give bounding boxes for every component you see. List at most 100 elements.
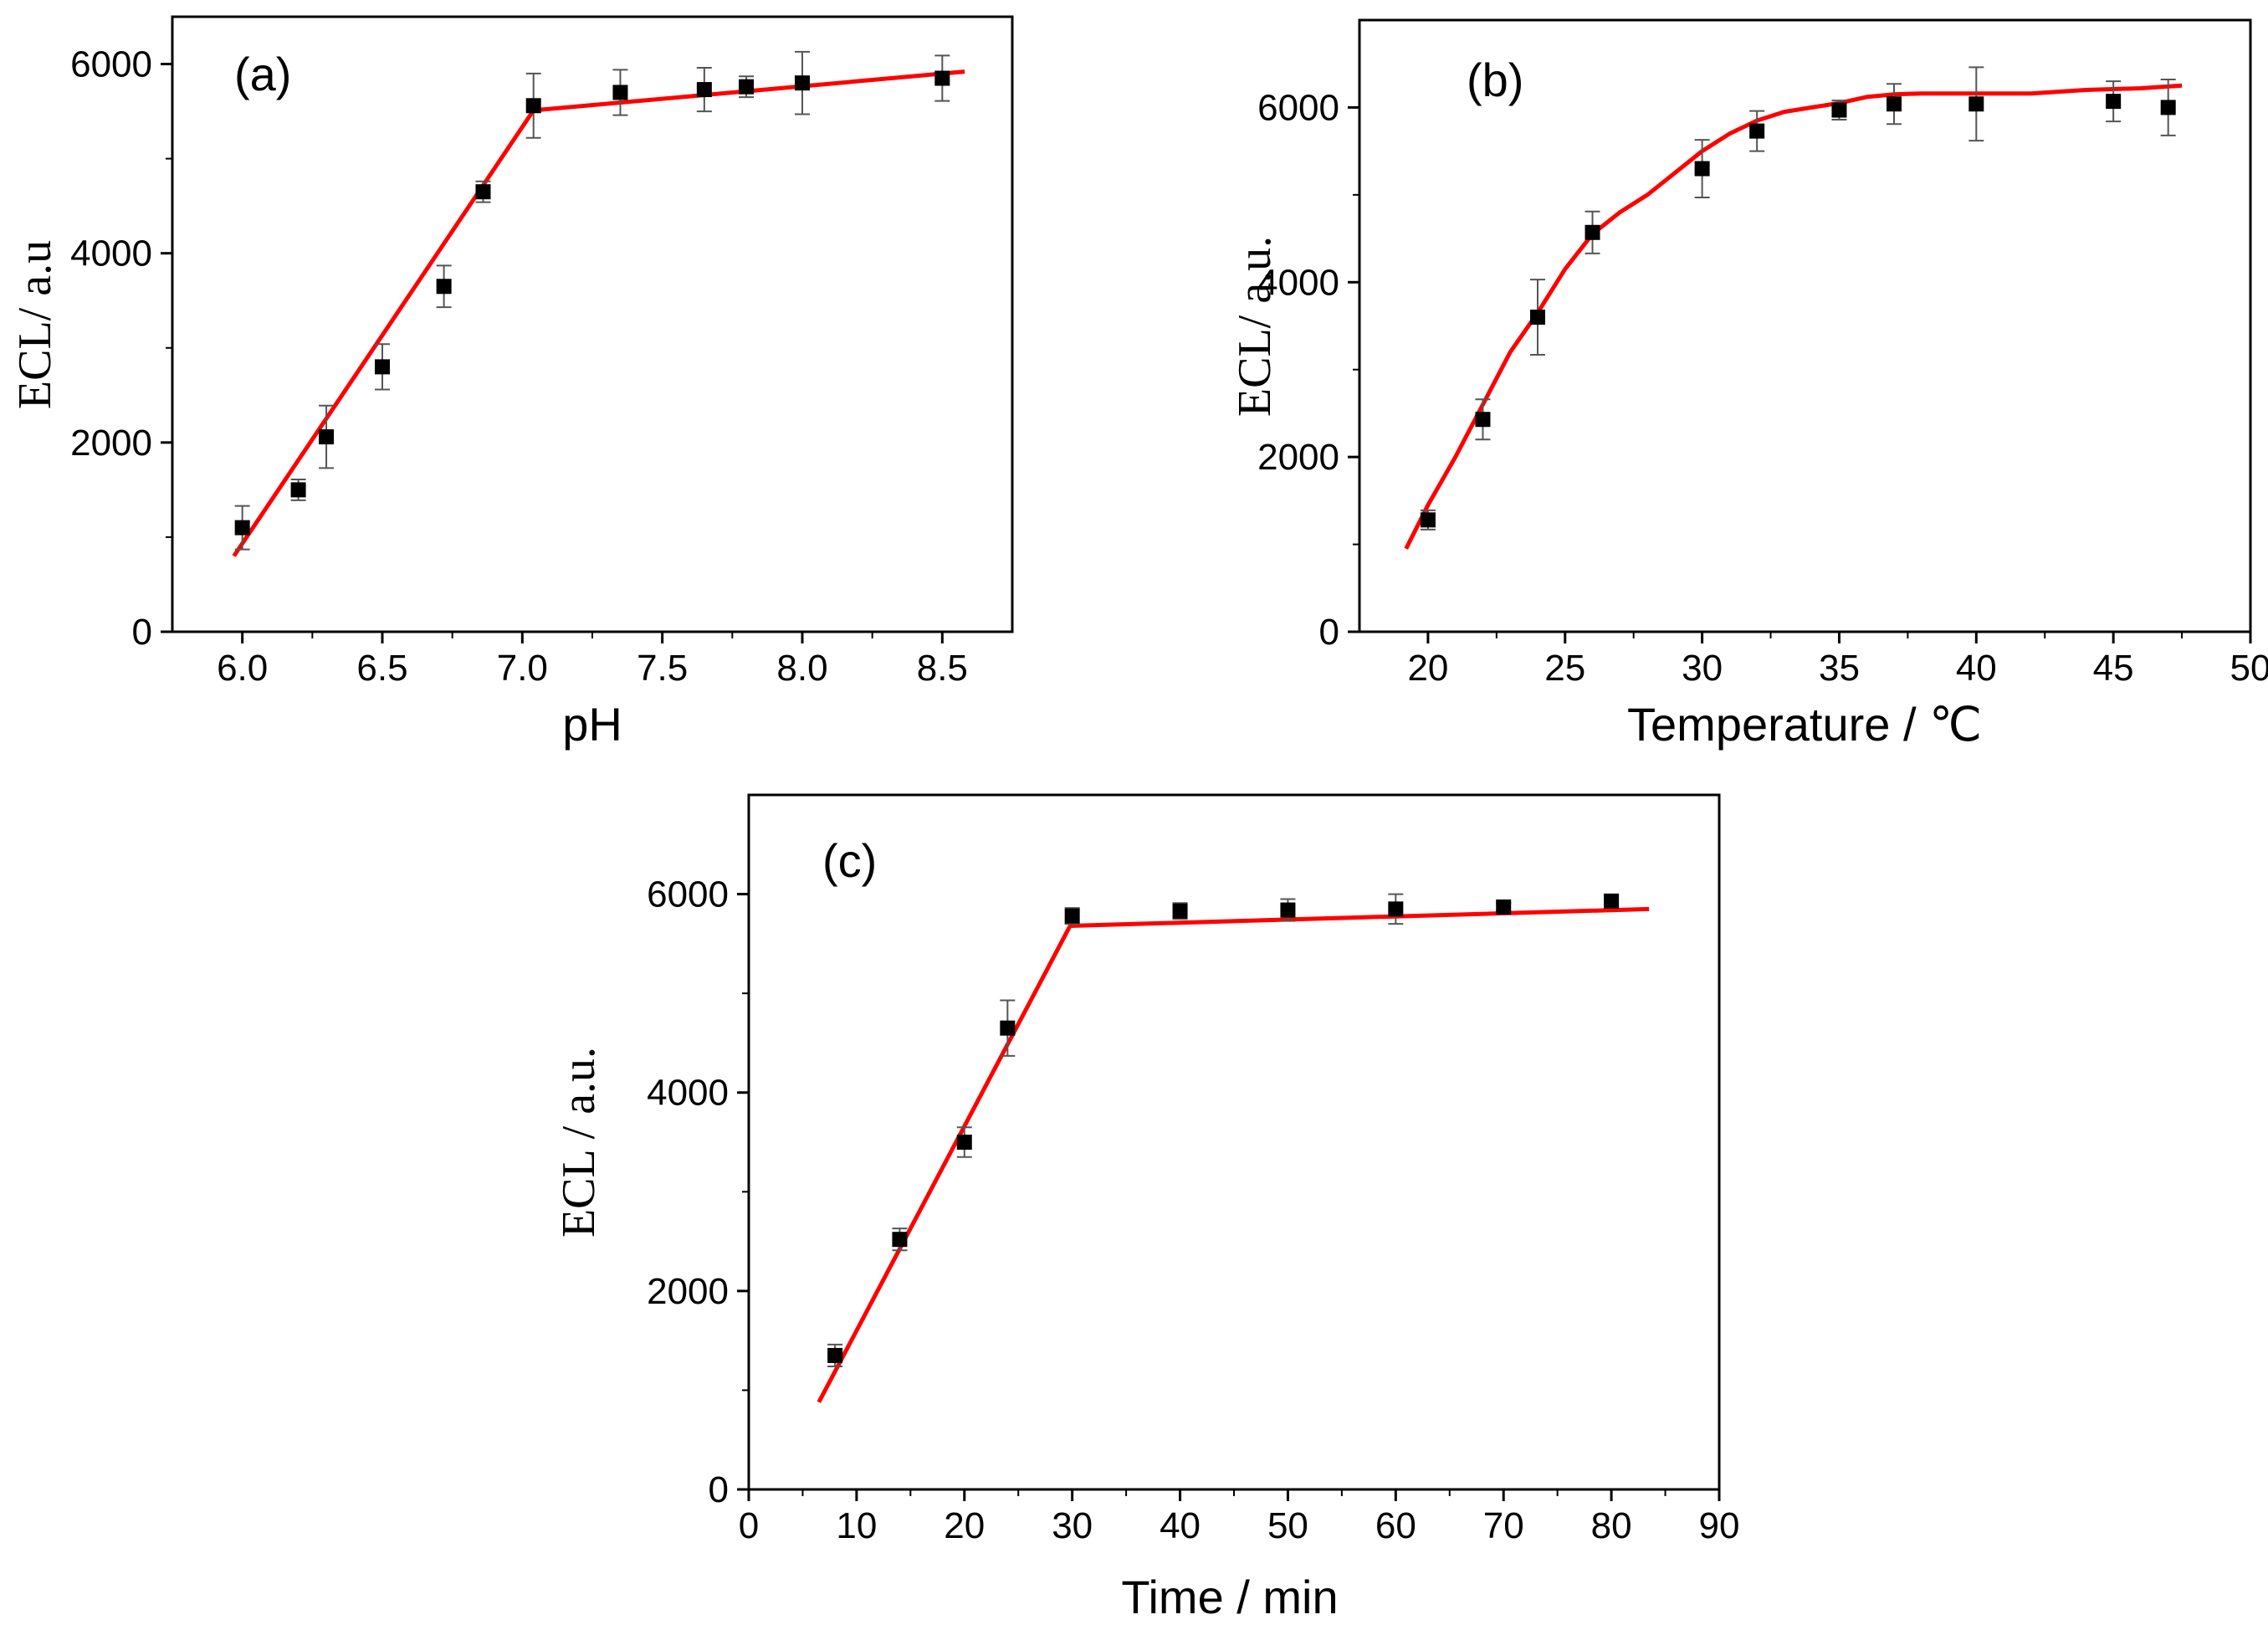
data-point: [525, 72, 541, 139]
point-marker: [1000, 1020, 1016, 1036]
y-tick-label: 0: [709, 1469, 729, 1510]
data-point: [1694, 139, 1710, 198]
data-point: [612, 69, 628, 116]
point-marker: [2160, 100, 2176, 115]
fit-line-c: [817, 906, 1650, 1403]
point-marker: [1749, 123, 1765, 139]
point-marker: [1496, 899, 1512, 915]
x-tick-label: 0: [739, 1505, 759, 1546]
point-marker: [1887, 96, 1902, 112]
panel-label-b: (b): [1467, 54, 1523, 106]
y-tick-label: 4000: [1257, 262, 1339, 303]
point-marker: [1530, 310, 1545, 325]
plot-frame-b: [1358, 18, 2252, 633]
x-axis-label-c: Time / min: [1121, 1571, 1338, 1623]
data-points-a: [234, 50, 950, 551]
data-points-c: [827, 893, 1620, 1367]
point-marker: [436, 279, 452, 295]
data-point: [696, 67, 712, 113]
fit-curve: [817, 906, 1650, 1403]
x-tick-label: 20: [1407, 648, 1448, 689]
data-point: [1749, 110, 1765, 152]
plot-frame-a: [171, 15, 1014, 633]
panel-label-a: (a): [234, 48, 291, 100]
data-point: [1420, 509, 1436, 531]
data-point: [290, 478, 306, 501]
y-axis-label-b: ECL/ a.u.: [1229, 236, 1281, 417]
y-tick-label: 0: [1319, 612, 1339, 653]
point-marker: [1604, 893, 1620, 909]
data-point: [1388, 893, 1404, 925]
y-tick-label: 6000: [647, 874, 729, 915]
x-tick-label: 60: [1375, 1505, 1416, 1546]
point-marker: [934, 70, 950, 86]
data-point: [934, 54, 950, 102]
point-marker: [827, 1347, 843, 1363]
point-marker: [290, 482, 306, 498]
y-tick-label: 0: [132, 612, 152, 653]
data-point: [1475, 398, 1491, 441]
point-marker: [475, 184, 491, 200]
x-axis-label-a: pH: [562, 698, 622, 751]
point-marker: [1172, 903, 1188, 919]
x-tick-label: 7.5: [637, 648, 688, 689]
fit-curve: [232, 69, 965, 557]
y-tick-label: 2000: [70, 423, 152, 464]
data-point: [892, 1228, 908, 1252]
axis-ticks-b: 20 25 30 35 40 45 50 0 2000 4000 6000: [1257, 87, 2268, 689]
chart-panel-b: 20 25 30 35 40 45 50 0 2000 4000 6000 (b) Temperat…: [1229, 18, 2268, 751]
x-tick-label: 10: [836, 1505, 877, 1546]
y-tick-label: 2000: [1257, 437, 1339, 478]
axis-ticks-c: 0 10 20 30 40 50 60 70 80 90 0 2000 4000 6000: [647, 874, 1739, 1546]
plot-frame-c: [747, 793, 1721, 1491]
point-marker: [1280, 902, 1296, 918]
point-marker: [525, 98, 541, 114]
point-marker: [1420, 512, 1436, 528]
data-point: [956, 1126, 972, 1158]
x-axis-label-b: Temperature / ℃: [1627, 698, 1982, 751]
fit-line-b: [1404, 83, 2183, 550]
point-marker: [1388, 901, 1404, 917]
point-marker: [956, 1135, 972, 1150]
point-marker: [795, 75, 810, 91]
x-tick-label: 25: [1544, 648, 1585, 689]
point-marker: [696, 82, 712, 98]
data-point: [1496, 899, 1512, 915]
data-point: [1280, 898, 1296, 922]
x-tick-label: 70: [1483, 1505, 1524, 1546]
point-marker: [1694, 161, 1710, 177]
data-point: [1969, 66, 1984, 142]
data-point: [2160, 79, 2176, 136]
x-tick-label: 6.0: [217, 648, 268, 689]
data-point: [234, 505, 250, 551]
data-point: [1000, 999, 1016, 1057]
point-marker: [319, 429, 335, 445]
fit-line-a: [232, 69, 965, 557]
axis-ticks-a: 6.0 6.5 7.0 7.5 8.0 8.5 0 2000 4000 6000: [70, 44, 968, 689]
y-axis-label-c: ECL / a.u.: [553, 1047, 605, 1238]
x-tick-label: 7.0: [497, 648, 548, 689]
data-point: [1530, 279, 1545, 356]
x-tick-label: 40: [1956, 648, 1997, 689]
data-point: [319, 404, 335, 469]
x-tick-label: 8.0: [776, 648, 827, 689]
point-marker: [892, 1232, 908, 1248]
x-tick-label: 35: [1819, 648, 1860, 689]
y-tick-label: 2000: [647, 1271, 729, 1312]
x-tick-label: 50: [1267, 1505, 1308, 1546]
x-tick-label: 30: [1052, 1505, 1093, 1546]
y-tick-label: 6000: [1257, 87, 1339, 128]
x-tick-label: 90: [1699, 1505, 1740, 1546]
data-point: [827, 1343, 843, 1367]
point-marker: [1475, 412, 1491, 428]
data-point: [1064, 907, 1080, 925]
x-tick-label: 30: [1682, 648, 1723, 689]
data-point: [795, 50, 810, 115]
panel-label-c: (c): [822, 834, 877, 887]
data-point: [1887, 83, 1902, 126]
data-point: [2106, 80, 2122, 123]
x-tick-label: 50: [2230, 648, 2268, 689]
fit-curve: [1404, 83, 2183, 550]
chart-panel-c: 0 10 20 30 40 50 60 70 80 90 0 2000 4000 6000 (c) Tim…: [553, 793, 1739, 1623]
x-tick-label: 6.5: [356, 648, 407, 689]
